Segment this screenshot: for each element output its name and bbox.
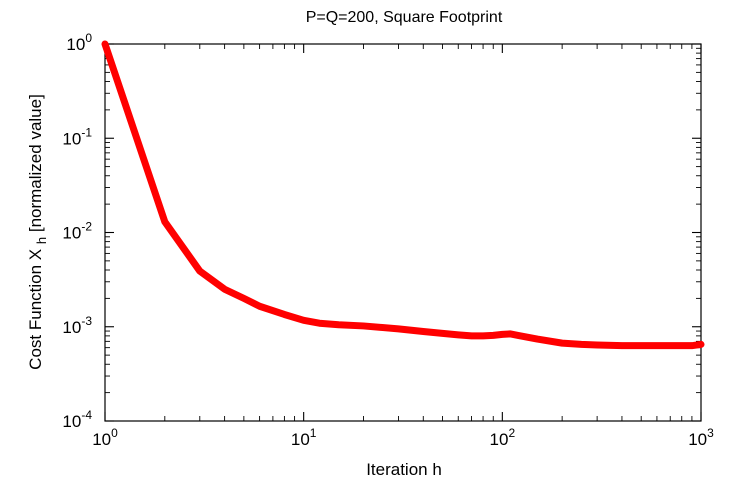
- y-tick-label-base: 10: [62, 412, 81, 431]
- y-tick-label-exponent: -3: [81, 314, 92, 328]
- y-axis-label-prefix: Cost Function X: [26, 249, 45, 370]
- y-tick-label-exponent: -2: [81, 220, 92, 234]
- x-tick-label-exponent: 3: [707, 426, 714, 440]
- axes: [104, 43, 702, 422]
- x-tick-label-base: 10: [92, 430, 111, 449]
- cost-function-line: [101, 40, 705, 350]
- y-tick-label: 10-3: [62, 314, 92, 337]
- y-tick-label: 10-4: [62, 408, 92, 431]
- series-group: [101, 40, 705, 350]
- x-axis-label: Iteration h: [366, 460, 442, 479]
- x-tick-label: 101: [291, 426, 317, 449]
- x-tick-label: 102: [490, 426, 516, 449]
- y-axis-label-suffix: [normalized value]: [26, 94, 45, 232]
- chart-title: P=Q=200, Square Footprint: [306, 9, 503, 26]
- x-tick-label: 100: [92, 426, 118, 449]
- x-tick-label-base: 10: [291, 430, 310, 449]
- x-tick-label-base: 10: [490, 430, 509, 449]
- x-tick-label: 103: [688, 426, 714, 449]
- x-tick-label-exponent: 2: [508, 426, 515, 440]
- y-tick-label-exponent: -1: [81, 125, 92, 139]
- y-tick-label-exponent: 0: [85, 31, 92, 45]
- y-tick-label-exponent: -4: [81, 408, 92, 422]
- y-axis-label-subscript: h: [34, 237, 49, 244]
- y-tick-label-base: 10: [62, 318, 81, 337]
- y-tick-label-base: 10: [62, 224, 81, 243]
- y-tick-label-base: 10: [66, 35, 85, 54]
- x-tick-label-exponent: 1: [310, 426, 317, 440]
- y-tick-label: 10-1: [62, 125, 92, 148]
- y-tick-label-base: 10: [62, 129, 81, 148]
- plot-frame: [104, 43, 702, 422]
- y-axis-label: Cost Function X h [normalized value]: [26, 94, 50, 370]
- x-tick-label-base: 10: [688, 430, 707, 449]
- y-tick-label: 10-2: [62, 220, 92, 243]
- x-tick-label-exponent: 0: [111, 426, 118, 440]
- y-tick-label: 100: [66, 31, 92, 54]
